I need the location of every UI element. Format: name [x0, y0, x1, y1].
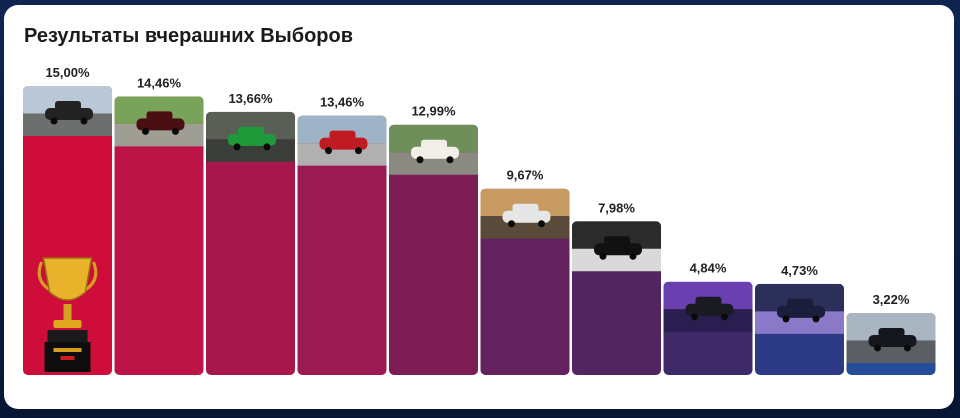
bar-group-1: 15,00% — [23, 65, 112, 375]
car-photo-4 — [297, 115, 387, 166]
bar-value-label-5: 12,99% — [411, 104, 456, 119]
bar-group-5: 12,99% — [389, 104, 478, 375]
bar-value-label-9: 4,73% — [781, 263, 818, 278]
trophy-icon — [37, 257, 98, 372]
bar-group-10: 3,22% — [846, 292, 936, 375]
bar-group-8: 4,84% — [663, 261, 753, 375]
car-photo-9 — [755, 283, 844, 334]
bar-group-9: 4,73% — [755, 263, 844, 375]
bar-value-label-8: 4,84% — [690, 261, 727, 276]
bar-group-7: 7,98% — [572, 200, 661, 375]
car-photo-1 — [23, 86, 112, 136]
car-photo-7 — [572, 221, 661, 272]
bar-value-label-1: 15,00% — [45, 65, 90, 80]
bar-value-label-10: 3,22% — [873, 292, 910, 307]
chart-title: Результаты вчерашних Выборов — [24, 25, 354, 47]
bar-group-6: 9,67% — [480, 168, 570, 375]
car-photo-3 — [206, 111, 295, 162]
bar-value-label-7: 7,98% — [598, 200, 635, 215]
car-photo-6 — [480, 188, 570, 239]
bar-value-label-4: 13,46% — [320, 95, 365, 110]
car-photo-8 — [663, 281, 753, 332]
bar-group-3: 13,66% — [206, 91, 295, 376]
car-photo-10 — [846, 312, 936, 363]
bar-value-label-2: 14,46% — [137, 75, 182, 90]
car-photo-5 — [389, 124, 478, 175]
bar-group-2: 14,46% — [114, 75, 204, 376]
bar-value-label-6: 9,67% — [507, 168, 544, 183]
bar-value-label-3: 13,66% — [228, 91, 273, 106]
car-photo-2 — [114, 96, 204, 147]
bar-group-4: 13,46% — [297, 95, 387, 376]
